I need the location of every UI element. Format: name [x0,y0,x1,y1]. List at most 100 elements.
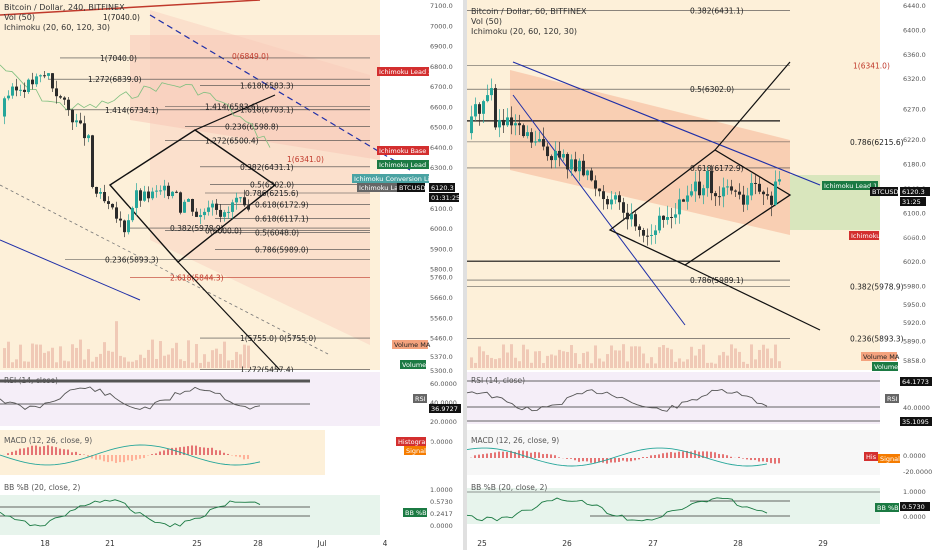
left-candle-body [51,73,54,89]
left-candle-body [151,191,154,199]
left-macd-histogram-bar [43,446,45,455]
right-rsi-title: RSI (14, close) [471,376,525,385]
left-macd-histogram-bar [75,451,77,455]
left-candle-body [7,95,10,99]
right-rsi-axis-bottom: 35.1095 [902,418,929,426]
right-macd-histogram-bar [622,458,624,461]
right-candle-body [626,212,629,220]
left-candle-body [231,202,234,212]
right-candle-body [598,188,601,192]
left-price-axis-label: 6900.0 [430,43,453,51]
right-volume-bar [486,354,489,368]
left-candle-body [127,220,130,233]
left-fib-label: 1.618(6703.1) [240,106,294,115]
right-volume-bar [498,358,501,368]
left-macd-histogram-bar [155,453,157,455]
right-rsi-tag: RSI [887,395,898,403]
right-macd-histogram-bar [738,456,740,458]
left-fib-label: 1.618(6583.3) [240,81,294,90]
left-volume-bar [191,362,194,368]
left-macd-histogram-bar [211,447,213,455]
left-volume-bar [207,361,210,368]
right-candle-body [758,183,761,192]
right-bb-line [466,497,768,522]
left-volume-bar [31,343,34,368]
right-candle-body [570,159,573,170]
left-volume-bar [35,344,38,368]
left-volume-bar [243,344,246,368]
right-macd-histogram-bar [718,453,720,458]
right-rsi-line [466,388,768,412]
right-time-axis-label: 27 [648,539,658,548]
right-price-axis-label: 6180.0 [903,161,926,169]
right-candle-body [682,199,685,202]
right-volume-bar [610,345,613,368]
right-rsi-axis-mid: 40.0000 [903,404,930,412]
left-candle-body [139,190,142,201]
left-fib-label: 2.618(5844.3) [170,274,224,283]
left-macd-histogram-bar [135,455,137,460]
left-candle-body [171,191,174,197]
right-macd-histogram-bar [758,458,760,462]
right-macd-histogram-bar [554,455,556,458]
right-macd-histogram-bar [486,453,488,458]
right-candle-body [634,214,637,227]
right-macd-histogram-bar [522,450,524,458]
right-candle-body [502,119,505,126]
right-candle-body [734,190,737,192]
right-candle-body [674,214,677,218]
right-bb-axis-0: 1.0000 [903,488,926,496]
left-volume-bar [99,353,102,368]
right-macd-histogram-bar [774,458,776,464]
left-volume-bar [39,344,42,368]
left-volume-bar [23,361,26,368]
left-macd-histogram-bar [51,446,53,455]
right-candle-body [778,179,781,182]
right-candle-body [650,234,653,236]
left-price-axis-label: 6100.0 [430,205,453,213]
left-bb-tag-bg [403,508,427,517]
right-volume-bar [470,357,473,368]
left-time-axis-label: 18 [40,539,50,548]
right-macd-histogram-bar [546,453,548,458]
right-macd-histogram-bar [766,458,768,462]
right-tag-countdown: 31:25 [902,198,921,206]
left-candle-body [163,185,166,191]
right-macd-histogram-bar [722,454,724,458]
left-fib-label: 0.382(6431.1) [240,163,294,172]
right-macd-histogram-bar [550,454,552,458]
right-candle-body [718,196,721,198]
left-bb-axis-label: 0.5730 [430,498,453,506]
right-macd-histogram-bar [502,451,504,458]
right-macd-histogram-bar [654,454,656,458]
right-macd-histogram-bar [750,458,752,461]
left-candle-body [79,120,82,124]
right-candle-body [474,104,477,117]
left-macd-line [0,444,261,466]
right-macd-axis-0: 0.0000 [903,452,926,460]
left-macd-histogram-bar [31,445,33,455]
left-volume-bar [83,359,86,368]
left-fib-label: 0.236(5893.3) [105,256,159,265]
right-volume-bar [770,358,773,368]
right-volume-bar [478,346,481,368]
right-price-axis-label: 5950.0 [903,301,926,309]
right-macd-histogram-bar [754,458,756,461]
left-fib-label: 1.414(6583.6) [205,103,259,112]
right-candle-body [494,88,497,128]
left-volume-bar [171,348,174,368]
left-macd-histogram-bar [215,450,217,455]
right-volume-bar [586,351,589,368]
right-macd-histogram-bar [490,453,492,458]
left-volume-bar [167,354,170,368]
right-candle-body [482,101,485,114]
left-macd-histogram-bar [143,455,145,459]
left-price-axis-label: 5460.0 [430,335,453,343]
right-bb-tag-bg [875,503,899,512]
right-volume-bar [602,361,605,368]
left-fib-label: 1(5755.0) 0(5755.0) [240,334,316,343]
right-candle-body [510,117,513,126]
right-time-axis-label: 26 [562,539,572,548]
left-candle-body [191,198,194,212]
left-fib-label: 1.272(5457.4) [240,366,294,375]
